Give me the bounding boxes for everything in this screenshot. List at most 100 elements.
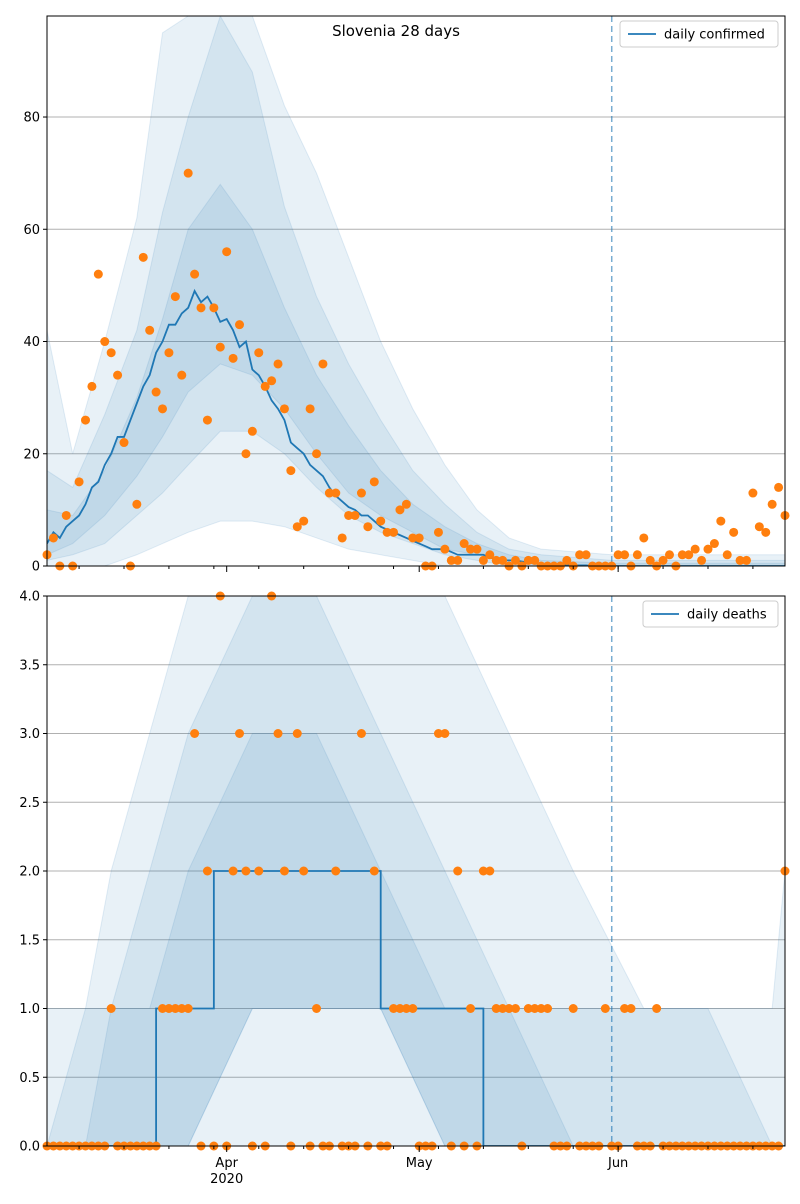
x-tick-label: May (406, 1156, 433, 1171)
legend-label: daily confirmed (664, 28, 765, 43)
observed-point (113, 370, 123, 380)
observed-point (453, 866, 463, 876)
y-tick-label: 3.5 (19, 658, 40, 673)
x-tick-label: Jun (607, 1156, 628, 1171)
y-tick-label: 0.5 (19, 1071, 40, 1086)
observed-point (337, 533, 347, 543)
observed-point (453, 555, 463, 565)
observed-point (119, 438, 129, 448)
observed-point (196, 303, 206, 313)
observed-point (389, 527, 399, 537)
observed-point (273, 359, 283, 369)
observed-point (408, 1004, 418, 1013)
observed-point (485, 866, 495, 876)
observed-point (774, 482, 784, 492)
observed-point (498, 555, 508, 565)
observed-point (498, 1004, 508, 1013)
observed-point (81, 415, 91, 425)
observed-point (170, 1004, 180, 1013)
observed-point (254, 348, 264, 358)
observed-point (510, 555, 520, 565)
observed-point (235, 729, 245, 738)
observed-point (93, 269, 103, 279)
observed-point (376, 516, 386, 526)
uncertainty-band-mid (47, 16, 785, 566)
observed-point (433, 527, 443, 537)
observed-point (145, 325, 155, 335)
observed-point (735, 555, 745, 565)
observed-point (164, 1004, 174, 1013)
observed-point (632, 550, 642, 560)
observed-point (677, 550, 687, 560)
observed-point (356, 488, 366, 498)
observed-point (395, 1004, 405, 1013)
observed-point (741, 555, 751, 565)
observed-point (183, 168, 193, 178)
observed-point (748, 488, 758, 498)
observed-point (466, 544, 476, 554)
observed-point (331, 866, 341, 876)
uncertainty-band-mid (47, 596, 785, 1146)
observed-point (106, 1004, 116, 1013)
observed-point (363, 522, 373, 532)
observed-point (292, 729, 302, 738)
x-tick-sublabel: 2020 (210, 1172, 243, 1187)
y-tick-label: 1.0 (19, 1002, 40, 1017)
observed-point (767, 499, 777, 509)
legend: daily deaths (642, 600, 779, 628)
observed-point (106, 348, 116, 358)
observed-point (466, 1004, 476, 1013)
y-tick-label: 3.0 (19, 727, 40, 742)
observed-point (575, 550, 585, 560)
observed-point (273, 729, 283, 738)
observed-point (485, 550, 495, 560)
uncertainty-band-inner (47, 183, 785, 566)
observed-point (613, 550, 623, 560)
observed-point (440, 544, 450, 554)
legend-box (642, 600, 779, 628)
observed-point (247, 426, 257, 436)
observed-point (235, 320, 245, 330)
observed-point (350, 510, 360, 520)
y-tick-label: 0.0 (19, 1140, 40, 1155)
observed-point (100, 337, 110, 347)
observed-point (510, 1004, 520, 1013)
observed-point (664, 550, 674, 560)
observed-point (568, 1004, 578, 1013)
observed-point (639, 533, 649, 543)
observed-point (709, 539, 719, 549)
observed-point (658, 555, 668, 565)
observed-point (260, 381, 270, 391)
observed-point (652, 1004, 662, 1013)
legend-box (619, 20, 779, 48)
observed-point (331, 488, 341, 498)
observed-point (459, 539, 469, 549)
observed-point (87, 381, 97, 391)
observed-point (504, 1004, 514, 1013)
observed-point (292, 522, 302, 532)
observed-point (472, 544, 482, 554)
uncertainty-band-outer (47, 16, 785, 566)
observed-point (389, 1004, 399, 1013)
observed-point (446, 555, 456, 565)
observed-point (600, 1004, 610, 1013)
observed-point (401, 499, 411, 509)
observed-point (170, 292, 180, 302)
y-tick-label: 0 (32, 560, 40, 575)
legend: daily confirmed (619, 20, 779, 48)
observed-point (267, 376, 277, 386)
observed-point (408, 533, 418, 543)
observed-point (523, 1004, 533, 1013)
observed-point (241, 866, 251, 876)
observed-point (132, 499, 142, 509)
observed-point (151, 387, 161, 397)
observed-point (138, 252, 148, 262)
observed-point (158, 404, 168, 414)
observed-point (645, 555, 655, 565)
observed-point (74, 477, 84, 487)
observed-point (697, 555, 707, 565)
observed-point (299, 866, 309, 876)
observed-point (433, 729, 443, 738)
